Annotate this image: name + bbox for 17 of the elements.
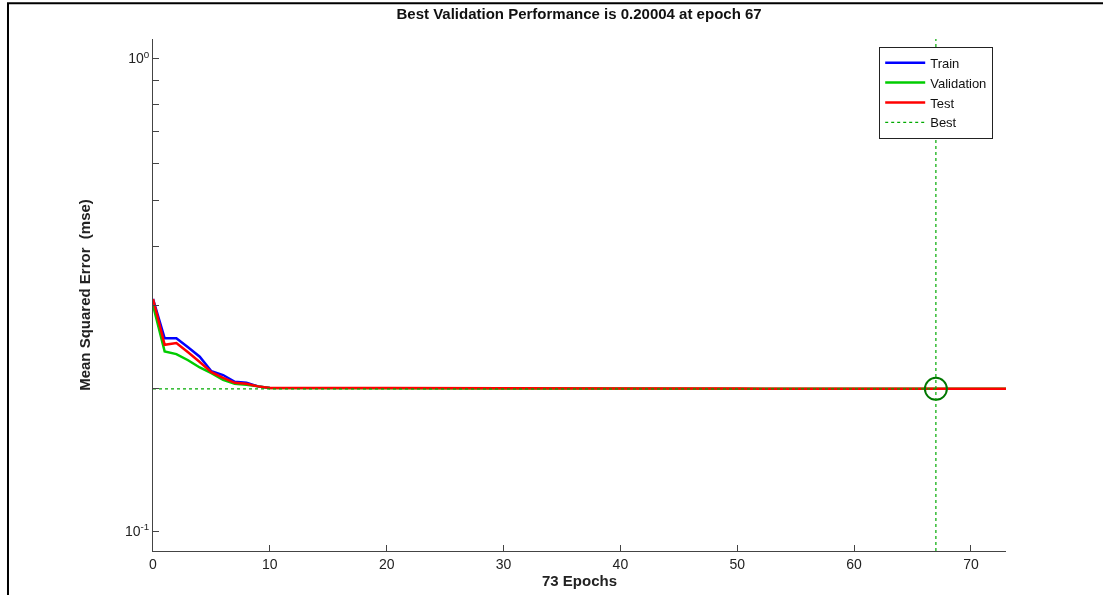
x-axis-title: 73 Epochs: [541, 571, 618, 589]
legend-label: Train: [930, 55, 960, 71]
x-tick-label: 50: [729, 555, 746, 572]
x-tick-label: 40: [612, 555, 629, 572]
y-axis-title: Mean Squared Error (mse): [76, 199, 94, 391]
legend-label: Best: [930, 115, 957, 131]
x-tick-label: 0: [149, 555, 158, 572]
x-tick-label: 20: [378, 555, 395, 572]
x-tick-label: 70: [963, 555, 979, 572]
x-tick-label: 10: [262, 555, 278, 572]
y-tick-label: 10$^{0}$: [128, 48, 150, 67]
x-tick-label: 60: [846, 555, 863, 572]
legend-label: Test: [930, 95, 955, 111]
x-tick-label: 30: [495, 555, 512, 572]
legend-label: Validation: [930, 75, 987, 91]
chart-title: Best Validation Performance is 0.20004 at epoch 67: [396, 5, 762, 23]
y-tick-label: 10$^{-1}$: [124, 521, 150, 540]
